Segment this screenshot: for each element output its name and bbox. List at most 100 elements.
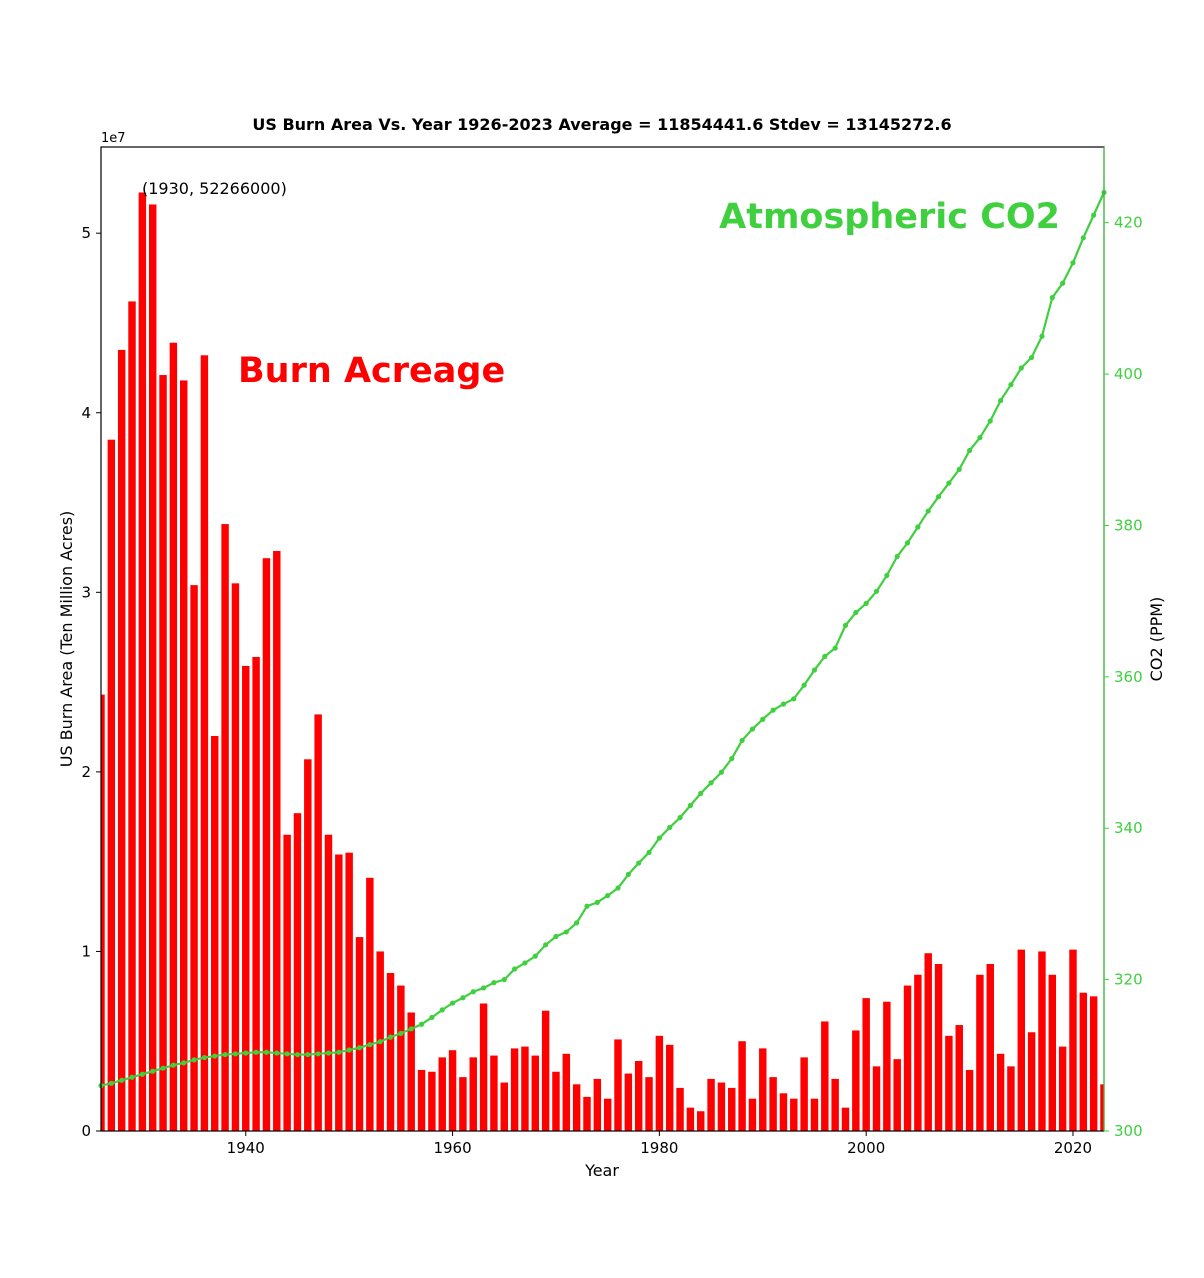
- y-tick-label-0: 0: [81, 1122, 91, 1140]
- peak-annotation: (1930, 52266000): [142, 179, 287, 198]
- bar-2021: [1079, 992, 1088, 1131]
- bar-1943: [273, 551, 281, 1131]
- x-tick-label-2000: 2000: [847, 1139, 885, 1157]
- co2-point-1961: [460, 995, 466, 1001]
- y2-tick-label-340: 340: [1114, 819, 1143, 837]
- co2-point-1991: [770, 707, 776, 713]
- co2-point-1996: [822, 653, 828, 660]
- y2-tick-label-420: 420: [1114, 214, 1143, 232]
- co2-point-1940: [243, 1050, 249, 1056]
- co2-point-1951: [356, 1045, 363, 1051]
- bar-1959: [438, 1057, 446, 1131]
- co2-point-1932: [160, 1065, 166, 1071]
- co2-point-1978: [636, 860, 642, 866]
- co2-point-1982: [677, 815, 683, 821]
- co2-point-2022: [1091, 212, 1097, 218]
- bar-1961: [459, 1077, 467, 1131]
- bar-1942: [262, 558, 271, 1131]
- co2-point-1929: [129, 1074, 135, 1080]
- bar-1944: [283, 834, 291, 1131]
- co2-point-1939: [232, 1051, 239, 1057]
- bar-1928: [117, 349, 126, 1131]
- y2-axis-ticks: 300 320 340 360 380 400 420: [1103, 147, 1143, 1140]
- bar-1929: [128, 301, 136, 1131]
- bar-1996: [821, 1021, 829, 1131]
- bar-2016: [1027, 1032, 1036, 1131]
- co2-point-1943: [274, 1050, 280, 1056]
- bar-2002: [883, 1001, 891, 1131]
- bar-1970: [552, 1071, 560, 1131]
- co2-point-1954: [387, 1034, 394, 1040]
- bar-2006: [924, 953, 932, 1131]
- y-axis-title: US Burn Area (Ten Million Acres): [57, 511, 76, 768]
- co2-point-1938: [222, 1051, 228, 1058]
- bar-1974: [593, 1078, 602, 1131]
- co2-point-1947: [315, 1051, 321, 1057]
- bar-1981: [665, 1044, 674, 1131]
- co2-point-1988: [739, 737, 745, 744]
- co2-point-1973: [584, 903, 590, 909]
- co2-point-1970: [553, 933, 559, 940]
- bar-1963: [479, 1003, 488, 1131]
- co2-point-1976: [615, 885, 621, 891]
- co2-point-1948: [325, 1050, 332, 1056]
- co2-point-1953: [377, 1039, 383, 1045]
- co2-point-1933: [170, 1062, 176, 1068]
- y-tick-label-4: 4: [81, 404, 91, 422]
- bar-1939: [231, 583, 240, 1131]
- co2-point-1959: [439, 1007, 445, 1013]
- bar-1954: [386, 972, 395, 1131]
- co2-point-1979: [646, 849, 652, 856]
- bar-2011: [976, 974, 984, 1131]
- bar-1936: [200, 355, 209, 1131]
- bar-1927: [107, 439, 116, 1131]
- bar-1982: [676, 1087, 684, 1131]
- bar-1932: [159, 375, 167, 1131]
- bar-1947: [314, 714, 322, 1131]
- y2-tick-label-300: 300: [1114, 1122, 1143, 1140]
- co2-point-1975: [605, 892, 611, 899]
- bar-2010: [965, 1069, 974, 1131]
- co2-point-1964: [491, 980, 497, 986]
- co2-point-1936: [201, 1054, 208, 1061]
- bar-1999: [852, 1030, 860, 1131]
- co2-point-1972: [574, 920, 580, 926]
- co2-point-1960: [449, 1000, 456, 1006]
- bar-1973: [583, 1096, 591, 1131]
- co2-point-1989: [749, 726, 756, 732]
- co2-point-2013: [997, 397, 1004, 404]
- co2-point-1984: [698, 790, 704, 797]
- x-tick-label-1980: 1980: [640, 1139, 678, 1157]
- co2-point-1997: [832, 645, 838, 651]
- co2-line: [100, 191, 1106, 1087]
- co2-point-2001: [873, 588, 880, 594]
- co2-point-2014: [1008, 382, 1014, 388]
- bar-1930: [138, 192, 147, 1131]
- bar-1994: [800, 1057, 808, 1131]
- bar-2018: [1048, 974, 1057, 1131]
- co2-point-1999: [853, 609, 859, 616]
- co2-point-1965: [501, 977, 507, 983]
- co2-point-1993: [791, 696, 797, 702]
- co2-point-1927: [108, 1080, 114, 1086]
- bar-1966: [510, 1048, 519, 1131]
- co2-point-1942: [263, 1049, 270, 1055]
- plot-frame: [100, 146, 1105, 1132]
- co2-point-2009: [956, 466, 962, 473]
- bar-1931: [148, 204, 157, 1131]
- bar-2004: [903, 985, 912, 1131]
- bar-1956: [407, 1012, 415, 1131]
- co2-point-1930: [139, 1071, 145, 1077]
- bar-2005: [914, 974, 922, 1131]
- co2-point-1958: [429, 1014, 435, 1021]
- co2-point-2007: [935, 494, 942, 500]
- co2-point-1952: [367, 1042, 373, 1048]
- co2-point-1950: [346, 1047, 352, 1053]
- co2-point-1985: [708, 780, 714, 786]
- bar-1950: [345, 852, 353, 1131]
- y-offset-label: 1e7: [101, 131, 126, 146]
- co2-point-2008: [946, 480, 952, 486]
- bar-2008: [945, 1035, 953, 1131]
- co2-point-1977: [625, 871, 631, 878]
- bar-2013: [996, 1053, 1005, 1131]
